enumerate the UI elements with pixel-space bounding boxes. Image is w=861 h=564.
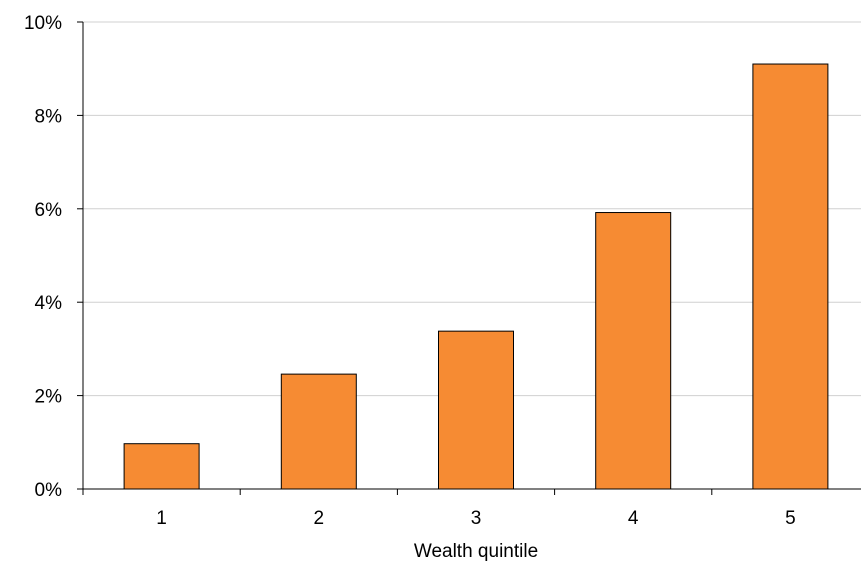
bar-quintile-2 [280,373,357,490]
y-tick-label: 0% [35,480,63,501]
grid-lines [83,21,861,397]
bar-quintile-5 [752,63,829,490]
y-tick-label: 2% [35,387,63,408]
x-tick-label: 2 [314,508,325,529]
axes [77,21,861,495]
x-tick-label: 4 [628,508,639,529]
bar-quintile-4 [595,212,672,490]
y-tick-label: 10% [24,13,62,34]
x-tick-label: 3 [471,508,482,529]
x-tick-label: 5 [785,508,796,529]
bar-quintile-1 [123,443,200,490]
bars [123,63,829,490]
x-axis-title: Wealth quintile [414,541,538,562]
y-tick-label: 6% [35,200,63,221]
x-tick-label: 1 [156,508,167,529]
tick-labels: 0% 2% 4% 6% 8% 10% 1 2 3 4 5 [24,13,796,529]
y-tick-label: 4% [35,293,63,314]
bar-quintile-3 [438,330,514,490]
y-tick-label: 8% [35,106,63,127]
